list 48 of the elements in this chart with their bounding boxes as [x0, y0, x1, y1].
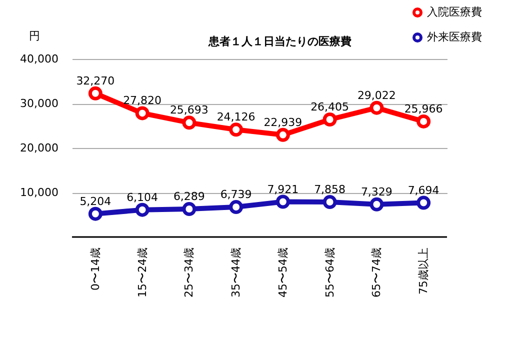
data-label: 7,694 [408, 184, 440, 197]
x-tick-label: 75歳以上 [417, 248, 430, 294]
data-label: 25,693 [170, 104, 208, 117]
x-tick-label: 0〜14歳 [88, 248, 102, 290]
data-label: 25,966 [404, 102, 443, 116]
data-label: 7,921 [267, 182, 299, 196]
point [276, 128, 290, 142]
x-tick-label: 65〜74歳 [370, 248, 384, 298]
point [229, 200, 244, 214]
point [182, 116, 196, 130]
point [182, 202, 196, 216]
y-tick-label: 20,000 [20, 142, 58, 154]
point [88, 206, 102, 221]
point [135, 106, 150, 120]
point [229, 122, 244, 137]
point [322, 112, 337, 126]
point [88, 86, 102, 100]
y-tick-label: 10,000 [20, 186, 58, 199]
data-label: 32,270 [76, 74, 115, 88]
legend-label: 外来医療費 [427, 30, 482, 44]
chart-title: 患者１人１日当たりの医療費 [208, 35, 352, 48]
point [322, 195, 337, 210]
point [370, 197, 384, 212]
x-tick-label: 55〜64歳 [323, 248, 336, 298]
point [276, 194, 290, 209]
data-label: 6,289 [173, 190, 205, 204]
x-tick-label: 25〜34歳 [182, 248, 196, 298]
point [416, 114, 431, 128]
data-label: 29,022 [357, 88, 396, 102]
point [135, 202, 150, 217]
data-label: 27,820 [123, 94, 162, 108]
point [416, 196, 431, 210]
data-label: 7,858 [314, 183, 346, 196]
point [370, 100, 384, 115]
y-tick-label: 30,000 [20, 97, 58, 110]
data-label: 5,204 [80, 194, 112, 208]
legend-label: 入院医療費 [427, 6, 482, 18]
data-label: 6,739 [220, 188, 252, 202]
data-label: 22,939 [264, 116, 302, 129]
data-label: 26,405 [310, 100, 350, 114]
data-label: 6,104 [126, 190, 158, 204]
x-tick-label: 35〜44歳 [230, 248, 243, 298]
data-label: 7,329 [360, 185, 392, 198]
x-tick-label: 45〜54歳 [276, 248, 290, 298]
x-tick-label: 15〜24歳 [136, 248, 149, 298]
y-tick-label: 40,000 [20, 52, 58, 66]
y-axis-title: 円 [29, 30, 40, 42]
data-label: 24,126 [216, 110, 256, 124]
